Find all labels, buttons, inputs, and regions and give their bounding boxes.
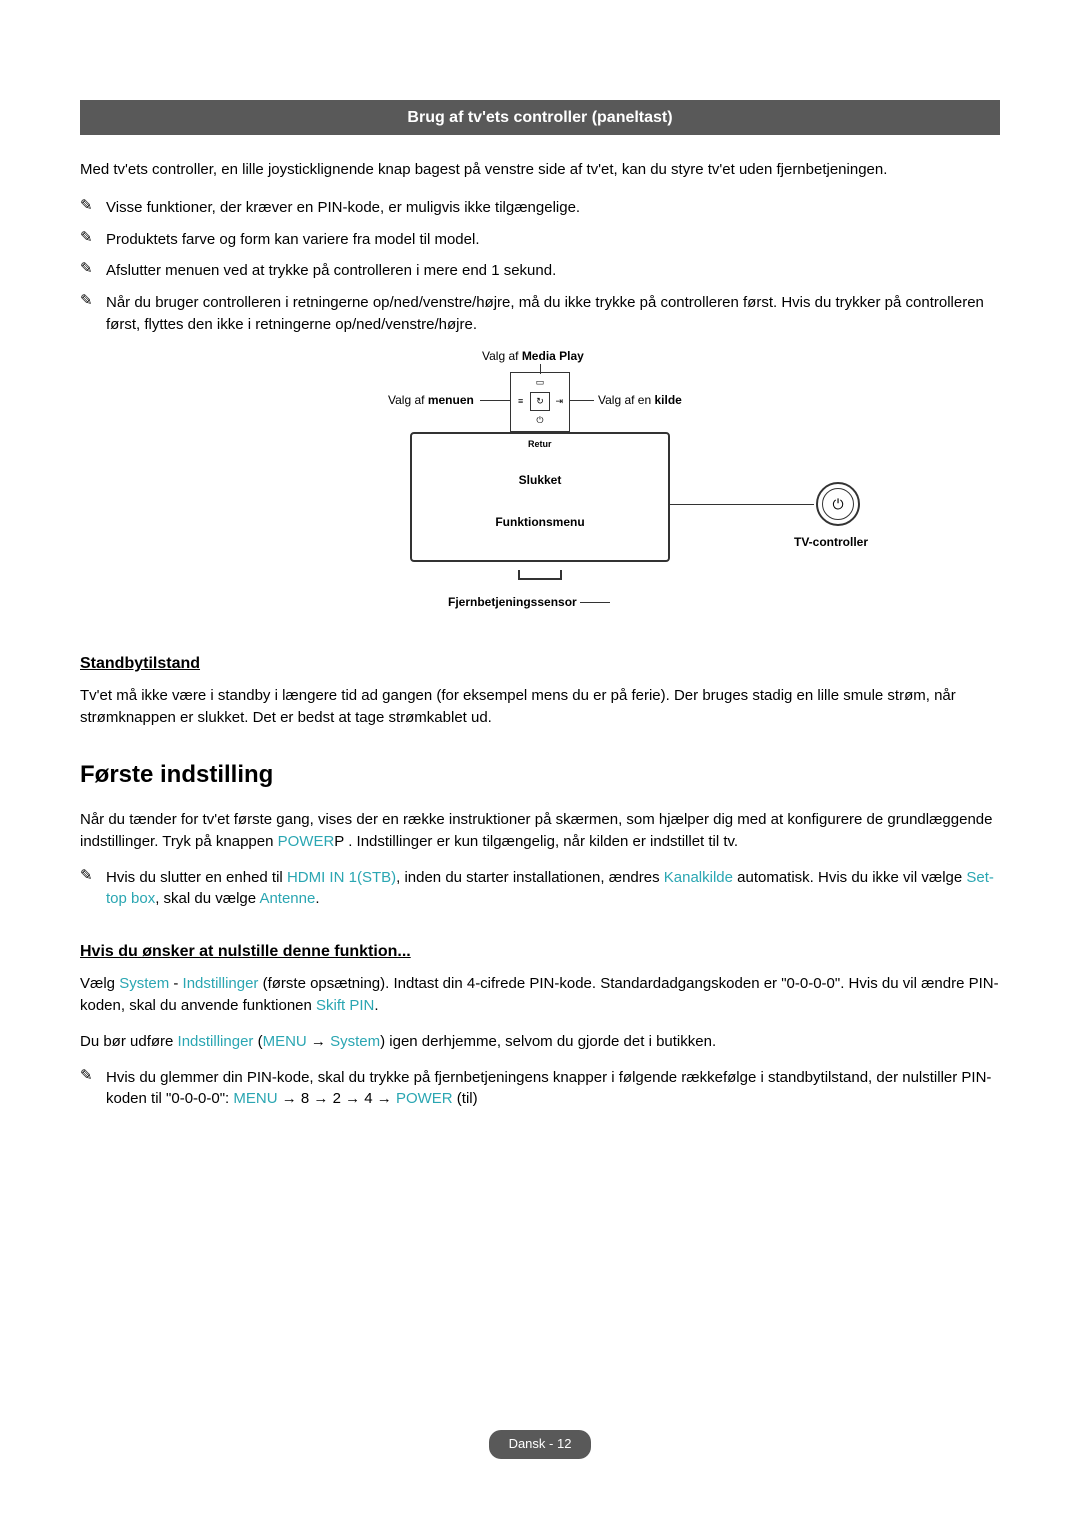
note-text: Visse funktioner, der kræver en PIN-kode… [106,197,580,219]
label-media-play: Valg af Media Play [482,348,584,365]
intro-paragraph: Med tv'ets controller, en lille joystick… [80,159,1000,181]
section-header: Brug af tv'ets controller (paneltast) [80,100,1000,135]
note-icon: ✎ [80,292,98,336]
label-menu: Valg af menuen [388,392,474,409]
tv-controller-knob: ⏻ [816,482,860,526]
note-row: ✎ Hvis du slutter en enhed til HDMI IN 1… [80,867,1000,911]
note-row: ✎ Afslutter menuen ved at trykke på cont… [80,260,1000,282]
note-text: Når du bruger controlleren i retningerne… [106,292,1000,336]
note-icon: ✎ [80,1067,98,1111]
reset-heading: Hvis du ønsker at nulstille denne funkti… [80,940,1000,963]
first-setting-heading: Første indstilling [80,758,1000,793]
power-icon: ⏻ [832,494,843,514]
reset-para-2: Du bør udføre Indstillinger (MENU → Syst… [80,1031,1000,1053]
label-off: Slukket [519,472,562,489]
source-icon: ⇥ [550,392,569,411]
first-setting-para: Når du tænder for tv'et første gang, vis… [80,809,1000,853]
center-icon: ↻ [530,392,549,411]
note-icon: ✎ [80,197,98,219]
menu-icon: ≡ [511,392,530,411]
hl-power: POWER [278,833,335,850]
note-icon: ✎ [80,867,98,911]
media-icon: ▭ [530,373,549,392]
note-row: ✎ Visse funktioner, der kræver en PIN-ko… [80,197,1000,219]
page-number-badge: Dansk - 12 [489,1430,592,1459]
label-sensor: Fjernbetjeningssensor [448,594,577,611]
note-text: Hvis du slutter en enhed til HDMI IN 1(S… [106,867,1000,911]
standby-text: Tv'et må ikke være i standby i længere t… [80,685,1000,729]
note-row: ✎ Hvis du glemmer din PIN-kode, skal du … [80,1067,1000,1111]
label-tv-controller: TV-controller [794,534,868,551]
tv-outline: Slukket Funktionsmenu [410,432,670,562]
standby-heading: Standbytilstand [80,652,1000,675]
control-pad: ▭ ≡ ↻ ⇥ ⏻ [510,372,570,432]
reset-para-1: Vælg System - Indstillinger (første opsæ… [80,973,1000,1017]
note-text: Produktets farve og form kan variere fra… [106,229,480,251]
note-icon: ✎ [80,260,98,282]
note-row: ✎ Produktets farve og form kan variere f… [80,229,1000,251]
page-footer: Dansk - 12 [80,1430,1000,1459]
note-icon: ✎ [80,229,98,251]
power-mini-icon: ⏻ [530,411,549,430]
label-func-menu: Funktionsmenu [495,514,584,531]
note-text: Afslutter menuen ved at trykke på contro… [106,260,556,282]
label-source: Valg af en kilde [598,392,682,409]
note-row: ✎ Når du bruger controlleren i retninger… [80,292,1000,336]
note-text: Hvis du glemmer din PIN-kode, skal du tr… [106,1067,1000,1111]
controller-diagram: Valg af Media Play Valg af menuen Valg a… [220,352,860,612]
